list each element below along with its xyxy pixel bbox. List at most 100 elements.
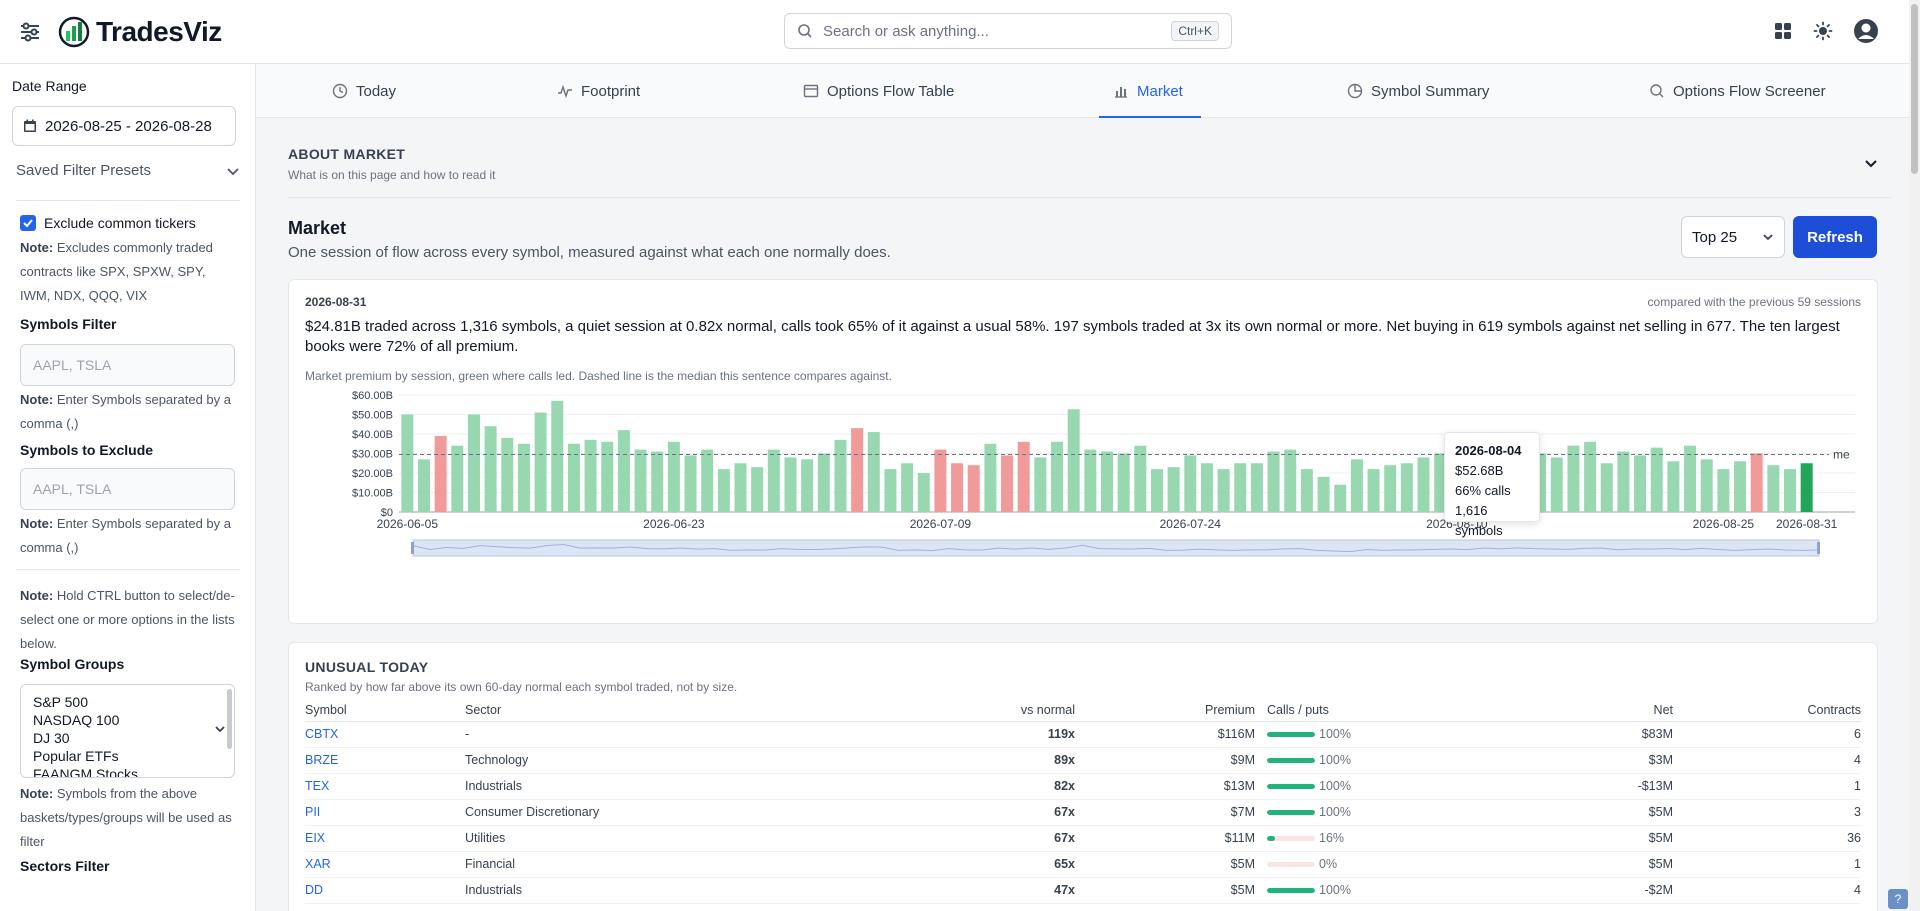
chart-bar[interactable] <box>767 449 780 512</box>
symbols-filter-input[interactable]: AAPL, TSLA <box>20 344 235 386</box>
symbol-groups-select[interactable]: S&P 500 NASDAQ 100 DJ 30 Popular ETFs FA… <box>20 684 235 778</box>
chart-bar[interactable] <box>1034 457 1047 512</box>
theme-sun-icon[interactable] <box>1813 21 1833 41</box>
tab-options-flow-screener[interactable]: Options Flow Screener <box>1649 64 1826 118</box>
chart-bar[interactable] <box>1250 463 1263 512</box>
chart-bar[interactable] <box>1717 469 1730 512</box>
scrollbar-thumb[interactable] <box>1911 4 1918 174</box>
chart-bar[interactable] <box>1767 465 1780 512</box>
symbols-exclude-input[interactable]: AAPL, TSLA <box>20 468 235 510</box>
symbol-link[interactable]: CBTX <box>305 727 339 741</box>
chart-bar[interactable] <box>901 463 914 512</box>
chart-bar[interactable] <box>1534 453 1547 513</box>
chart-bar[interactable] <box>1267 451 1280 512</box>
chart-bar[interactable] <box>1350 459 1363 512</box>
chart-bar[interactable] <box>951 463 964 512</box>
symbol-group-option[interactable]: FAANGM Stocks <box>33 766 139 778</box>
table-row[interactable]: DD Industrials 47x $5M 100% -$2M 4 <box>305 877 1861 904</box>
chart-bar[interactable] <box>751 467 764 512</box>
symbol-link[interactable]: DD <box>305 883 324 897</box>
chart-bar[interactable] <box>401 414 414 513</box>
symbol-link[interactable]: PII <box>305 805 321 819</box>
chart-bar[interactable] <box>1150 469 1163 512</box>
chart-bar[interactable] <box>501 437 514 512</box>
chart-bar[interactable] <box>1051 441 1064 512</box>
chart-bar[interactable] <box>1634 455 1647 512</box>
chart-bar[interactable] <box>434 435 447 512</box>
chart-bar[interactable] <box>1184 455 1197 512</box>
col-contracts[interactable]: Contracts <box>1673 699 1861 722</box>
chart-bar[interactable] <box>917 473 930 512</box>
user-avatar-icon[interactable] <box>1853 18 1879 44</box>
table-row[interactable]: BRZE Technology 89x $9M 100% $3M 4 <box>305 747 1861 774</box>
filter-menu-icon[interactable] <box>18 20 42 44</box>
help-button[interactable]: ? <box>1888 889 1908 909</box>
chart-bar[interactable] <box>1017 441 1030 512</box>
chart-bar[interactable] <box>651 451 664 512</box>
col-vs-normal[interactable]: vs normal <box>765 699 1075 722</box>
symbol-link[interactable]: EIX <box>305 831 326 845</box>
chart-bar[interactable] <box>1167 467 1180 512</box>
symbol-group-option[interactable]: Popular ETFs <box>33 748 119 764</box>
chart-bar[interactable] <box>734 463 747 512</box>
chart-bar[interactable] <box>1800 463 1813 512</box>
tab-footprint[interactable]: Footprint <box>557 64 640 118</box>
symbol-group-option[interactable]: NASDAQ 100 <box>33 712 120 728</box>
symbol-group-option[interactable]: DJ 30 <box>33 730 70 746</box>
select-scrollbar[interactable] <box>227 689 232 749</box>
tab-market[interactable]: Market <box>1113 64 1183 118</box>
chart-bar[interactable] <box>1284 449 1297 512</box>
chart-bar[interactable] <box>667 441 680 512</box>
chart-bar[interactable] <box>1367 469 1380 512</box>
navigator-handle-right[interactable] <box>1817 542 1820 554</box>
chart-bar[interactable] <box>1217 469 1230 512</box>
chart-bar[interactable] <box>1550 457 1563 512</box>
table-row[interactable]: XAR Financial 65x $5M 0% $5M 1 <box>305 851 1861 878</box>
chart-bar[interactable] <box>634 449 647 512</box>
global-search[interactable]: Search or ask anything... Ctrl+K <box>784 13 1232 49</box>
table-row[interactable]: TEX Industrials 82x $13M 100% -$13M 1 <box>305 773 1861 800</box>
symbol-group-option[interactable]: S&P 500 <box>33 694 89 710</box>
chart-bar[interactable] <box>551 400 564 512</box>
symbol-link[interactable]: XAR <box>305 857 331 871</box>
col-calls-puts[interactable]: Calls / puts <box>1255 699 1355 722</box>
top-n-select[interactable]: Top 25 <box>1681 216 1785 258</box>
exclude-common-row[interactable]: Exclude common tickers <box>20 215 196 231</box>
chart-bar[interactable] <box>1334 484 1347 512</box>
chart-bar[interactable] <box>1700 459 1713 512</box>
chart-bar[interactable] <box>467 414 480 513</box>
exclude-common-checkbox[interactable] <box>20 215 36 231</box>
chart-bar[interactable] <box>601 441 614 512</box>
chart-bar[interactable] <box>534 412 547 512</box>
chart-bar[interactable] <box>1750 453 1763 513</box>
tab-options-flow-table[interactable]: Options Flow Table <box>803 64 954 118</box>
chevron-down-icon[interactable] <box>1864 156 1878 170</box>
chart-bar[interactable] <box>1650 447 1663 512</box>
chart-bar[interactable] <box>967 465 980 512</box>
chart-bar[interactable] <box>1667 461 1680 512</box>
chart-bar[interactable] <box>567 443 580 512</box>
table-row[interactable]: CBTX -119x $116M 100% $83M 6 <box>305 721 1861 748</box>
chart-bar[interactable] <box>851 428 864 512</box>
table-row[interactable]: PII Consumer Discretionary 67x $7M 100% $5M 3 <box>305 799 1861 826</box>
table-row[interactable]: EIX Utilities 67x $11M 16% $5M 36 <box>305 825 1861 852</box>
symbol-link[interactable]: BRZE <box>305 753 339 767</box>
chart-bar[interactable] <box>1684 445 1697 512</box>
chart-bar[interactable] <box>1784 469 1797 512</box>
chart-bar[interactable] <box>1400 463 1413 512</box>
chart-bar[interactable] <box>617 430 630 512</box>
chart-bar[interactable] <box>484 426 497 512</box>
chart-bar[interactable] <box>1001 455 1014 512</box>
chart-bar[interactable] <box>451 445 464 512</box>
chart-bar[interactable] <box>817 453 830 513</box>
chart-bar[interactable] <box>517 443 530 512</box>
chart-bar[interactable] <box>884 469 897 512</box>
chart-bar[interactable] <box>1567 445 1580 512</box>
chart-bar[interactable] <box>934 449 947 512</box>
chart-bar[interactable] <box>1617 451 1630 512</box>
chart-bar[interactable] <box>701 449 714 512</box>
app-logo[interactable]: TradesViz <box>58 14 222 50</box>
chart-bar[interactable] <box>1434 453 1447 513</box>
chart-bar[interactable] <box>1084 449 1097 512</box>
col-sector[interactable]: Sector <box>465 699 765 722</box>
